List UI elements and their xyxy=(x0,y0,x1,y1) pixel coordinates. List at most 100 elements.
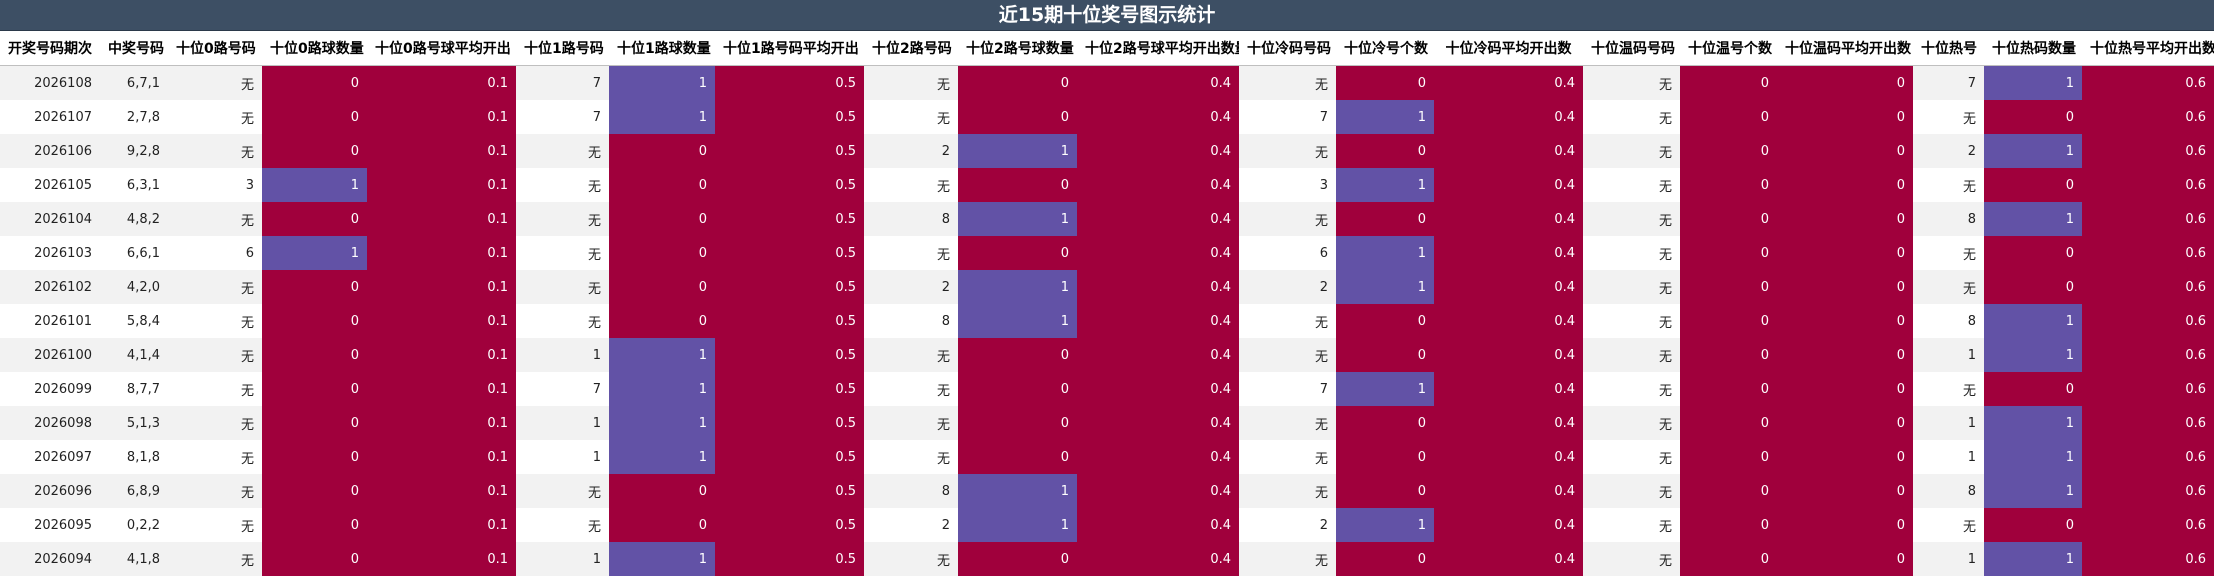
table-cell: 0 xyxy=(1777,542,1913,576)
table-cell: 0 xyxy=(1336,304,1434,338)
table-cell: 0.5 xyxy=(715,406,864,440)
table-cell: 4,1,8 xyxy=(100,542,168,576)
table-cell: 2 xyxy=(1239,270,1336,304)
table-cell: 无 xyxy=(1913,236,1984,270)
table-cell: 1 xyxy=(609,100,715,134)
table-cell: 无 xyxy=(516,236,609,270)
table-cell: 0.4 xyxy=(1434,100,1583,134)
table-cell: 无 xyxy=(1583,474,1680,508)
table-cell: 0 xyxy=(1984,236,2082,270)
table-cell: 无 xyxy=(168,508,262,542)
table-cell: 0.1 xyxy=(367,65,516,100)
table-cell: 0.1 xyxy=(367,372,516,406)
table-cell: 无 xyxy=(1913,270,1984,304)
table-cell: 无 xyxy=(1583,372,1680,406)
table-cell: 无 xyxy=(1583,304,1680,338)
table-cell: 0 xyxy=(609,508,715,542)
table-cell: 无 xyxy=(1583,270,1680,304)
table-cell: 0.5 xyxy=(715,542,864,576)
table-cell: 0 xyxy=(609,236,715,270)
table-body: 2026108 6,7,1 无 0 0.1 7 1 0.5 无 0 0.4 无 0 0.4 无 0 0 7 1 0.6… xyxy=(0,65,2214,576)
table-cell: 0 xyxy=(262,202,367,236)
table-cell: 1 xyxy=(609,440,715,474)
table-cell: 2 xyxy=(864,134,958,168)
table-cell: 0.6 xyxy=(2082,304,2214,338)
table-cell: 0.1 xyxy=(367,134,516,168)
table-cell: 6,6,1 xyxy=(100,236,168,270)
table-cell: 1 xyxy=(1336,168,1434,202)
table-cell: 0 xyxy=(1777,236,1913,270)
table-cell: 2 xyxy=(864,508,958,542)
table-cell: 0 xyxy=(1984,270,2082,304)
table-cell: 0.6 xyxy=(2082,542,2214,576)
table-row: 2026104 4,8,2 无 0 0.1 无 0 0.5 8 1 0.4 无 0 0.4 无 0 0 8 1 0.6 xyxy=(0,202,2214,236)
table-cell: 0 xyxy=(1680,440,1777,474)
table-row: 2026102 4,2,0 无 0 0.1 无 0 0.5 2 1 0.4 2 1 0.4 无 0 0 无 0 0.6 xyxy=(0,270,2214,304)
table-cell: 0 xyxy=(1680,508,1777,542)
table-cell: 无 xyxy=(516,304,609,338)
table-cell: 0.5 xyxy=(715,236,864,270)
table-cell: 无 xyxy=(864,168,958,202)
table-cell: 1 xyxy=(1913,440,1984,474)
table-cell: 0 xyxy=(1680,270,1777,304)
table-cell: 0 xyxy=(1680,406,1777,440)
column-header: 中奖号码 xyxy=(100,31,168,66)
table-cell: 0 xyxy=(262,406,367,440)
table-cell: 0.5 xyxy=(715,440,864,474)
table-cell: 4,1,4 xyxy=(100,338,168,372)
table-cell: 3 xyxy=(168,168,262,202)
table-row: 2026108 6,7,1 无 0 0.1 7 1 0.5 无 0 0.4 无 0 0.4 无 0 0 7 1 0.6 xyxy=(0,65,2214,100)
table-cell: 无 xyxy=(1239,202,1336,236)
table-cell: 无 xyxy=(168,304,262,338)
table-cell: 0 xyxy=(1680,372,1777,406)
table-cell: 无 xyxy=(168,372,262,406)
table-cell: 0 xyxy=(1680,134,1777,168)
table-cell: 0.4 xyxy=(1434,202,1583,236)
table-cell: 0 xyxy=(958,338,1077,372)
table-cell: 1 xyxy=(516,338,609,372)
table-cell: 0.6 xyxy=(2082,236,2214,270)
column-header: 十位温码平均开出数 xyxy=(1777,31,1913,66)
table-cell: 0 xyxy=(609,270,715,304)
table-cell: 0.4 xyxy=(1077,168,1239,202)
table-cell: 0.5 xyxy=(715,474,864,508)
table-cell: 0 xyxy=(1777,134,1913,168)
table-cell: 无 xyxy=(1239,440,1336,474)
table-cell: 0 xyxy=(262,372,367,406)
table-cell: 1 xyxy=(609,406,715,440)
table-cell: 0.4 xyxy=(1077,134,1239,168)
table-cell: 1 xyxy=(516,406,609,440)
table-cell: 1 xyxy=(1336,372,1434,406)
table-cell: 0.1 xyxy=(367,304,516,338)
table-cell: 0 xyxy=(1680,168,1777,202)
table-cell: 2026099 xyxy=(0,372,100,406)
table-cell: 0.4 xyxy=(1077,270,1239,304)
column-header: 十位1路球数量 xyxy=(609,31,715,66)
stats-table: 开奖号码期次 中奖号码 十位0路号码 十位0路球数量 十位0路号球平均开出 十位1路号码十… xyxy=(0,31,2214,576)
table-row: 2026096 6,8,9 无 0 0.1 无 0 0.5 8 1 0.4 无 0 0.4 无 0 0 8 1 0.6 xyxy=(0,474,2214,508)
table-cell: 无 xyxy=(864,100,958,134)
table-cell: 无 xyxy=(168,134,262,168)
column-header: 十位冷码号码 xyxy=(1239,31,1336,66)
column-header: 十位0路号球平均开出 xyxy=(367,31,516,66)
table-cell: 2026105 xyxy=(0,168,100,202)
table-cell: 0.4 xyxy=(1077,236,1239,270)
table-cell: 2026098 xyxy=(0,406,100,440)
table-cell: 0 xyxy=(1777,168,1913,202)
table-cell: 0.1 xyxy=(367,270,516,304)
table-cell: 无 xyxy=(168,440,262,474)
table-cell: 1 xyxy=(1913,338,1984,372)
table-cell: 2026106 xyxy=(0,134,100,168)
table-cell: 0.6 xyxy=(2082,100,2214,134)
table-row: 2026094 4,1,8 无 0 0.1 1 1 0.5 无 0 0.4 无 0 0.4 无 0 0 1 1 0.6 xyxy=(0,542,2214,576)
table-cell: 0.6 xyxy=(2082,440,2214,474)
table-cell: 0 xyxy=(609,304,715,338)
table-cell: 0.4 xyxy=(1434,304,1583,338)
table-cell: 0 xyxy=(262,338,367,372)
table-cell: 0.4 xyxy=(1077,100,1239,134)
table-cell: 1 xyxy=(1984,474,2082,508)
table-cell: 无 xyxy=(516,508,609,542)
table-cell: 1 xyxy=(262,168,367,202)
table-cell: 1 xyxy=(609,372,715,406)
table-cell: 1 xyxy=(958,304,1077,338)
